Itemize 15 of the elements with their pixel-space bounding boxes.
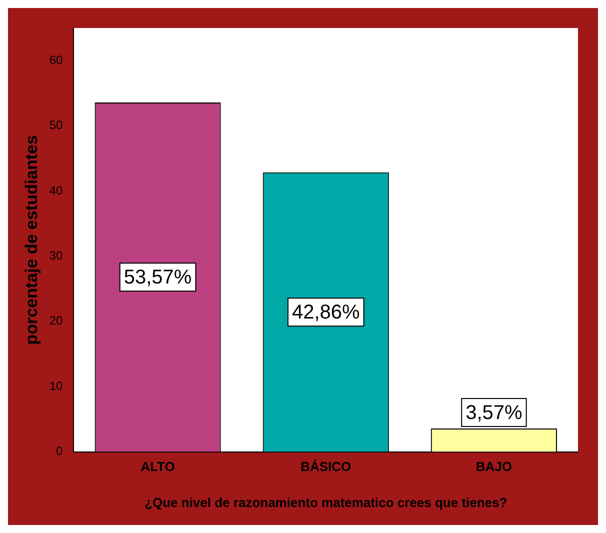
y-tick-label: 20: [49, 314, 64, 328]
data-label: 42,86%: [292, 302, 360, 324]
x-tick-label: BAJO: [476, 459, 512, 474]
y-tick-label: 10: [49, 378, 64, 393]
y-tick-label: 40: [49, 183, 64, 198]
y-tick-label: 30: [49, 248, 64, 263]
x-tick-label: ALTO: [140, 459, 175, 474]
data-label: 3,57%: [466, 402, 523, 424]
x-tick-label: BÁSICO: [300, 459, 352, 474]
x-axis-title: ¿Que nivel de razonamiento matematico crees que tienes?: [144, 494, 508, 510]
data-label: 53,57%: [124, 266, 192, 289]
y-tick-label: 60: [49, 52, 64, 67]
y-tick-label: 0: [56, 444, 64, 458]
y-axis-title: porcentaje de estudiantes: [22, 135, 41, 345]
y-tick-label: 50: [49, 118, 64, 132]
